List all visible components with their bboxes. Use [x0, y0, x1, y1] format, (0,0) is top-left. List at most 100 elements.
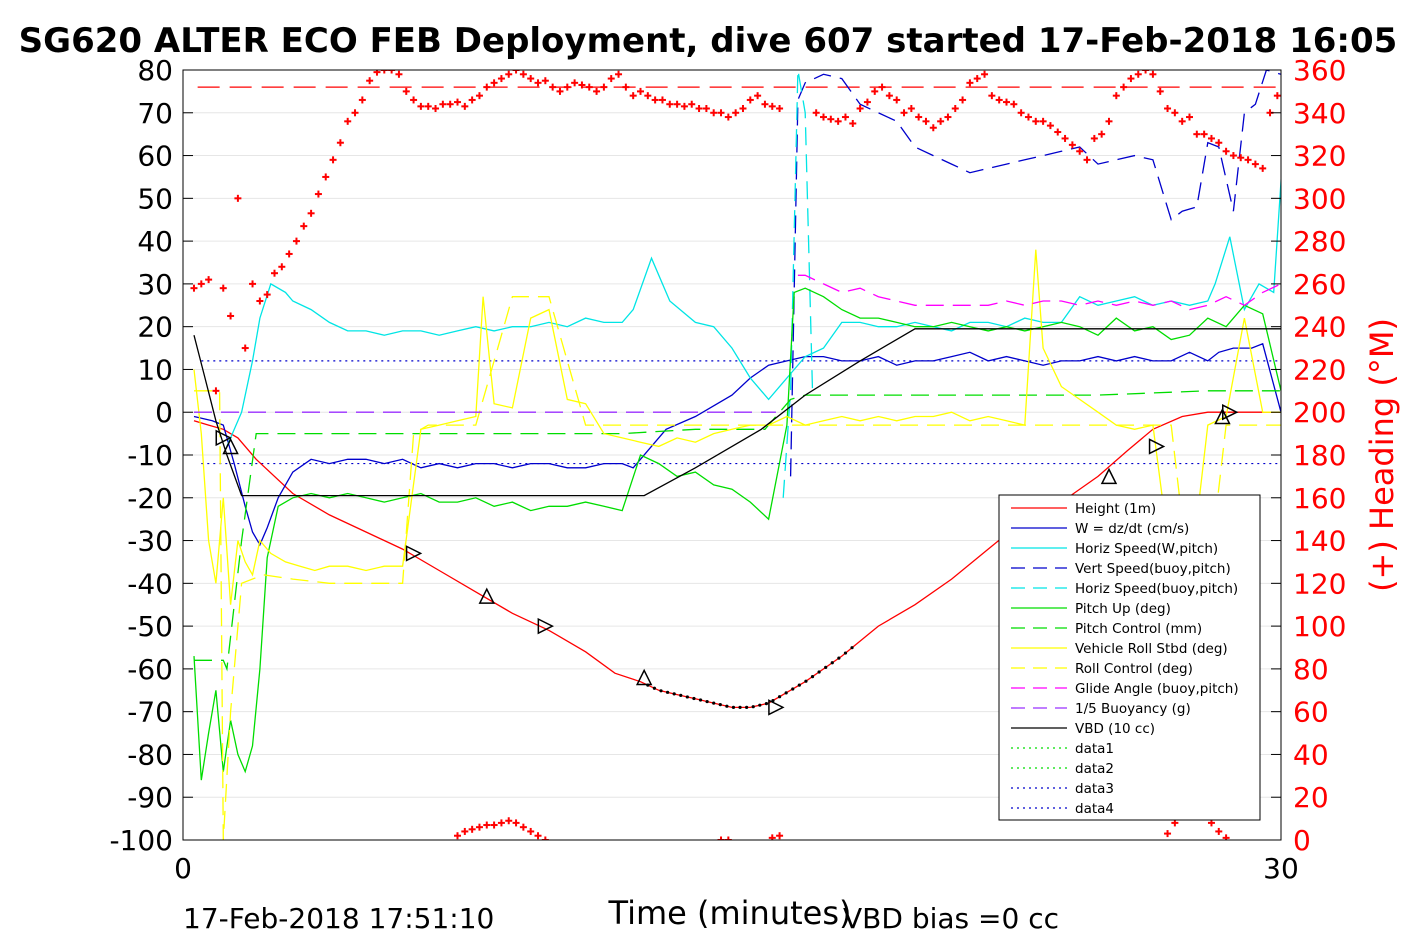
heading-point — [637, 87, 644, 95]
heading-point-low — [768, 834, 776, 840]
heading-point — [212, 387, 220, 395]
left-tick-label: 20 — [137, 311, 173, 344]
heading-point — [505, 70, 513, 78]
series-line-8 — [193, 249, 1281, 605]
heading-point — [490, 79, 498, 87]
heading-point — [739, 105, 747, 112]
triangle-marker — [1222, 404, 1239, 421]
height-sample-dot — [804, 679, 808, 683]
heading-point — [1156, 87, 1164, 95]
series-line-10 — [797, 274, 1281, 311]
heading-point — [314, 190, 322, 198]
heading-point — [1178, 117, 1186, 125]
left-tick-label: -70 — [127, 696, 173, 729]
heading-point — [292, 237, 300, 245]
heading-point — [607, 75, 615, 83]
heading-point — [959, 96, 967, 104]
heading-point-low — [1222, 834, 1230, 840]
right-tick-label: 0 — [1293, 824, 1311, 857]
heading-point — [1149, 70, 1157, 78]
left-axis: 80 70 60 50 40 30 20 10 0 -10 -20 -30 -40 -50 -60 -70 -8… — [109, 54, 193, 857]
heading-point — [1076, 147, 1084, 155]
legend: Height (1m) W = dz/dt (cm/s) Horiz Speed(W… — [998, 494, 1261, 821]
heading-point — [944, 113, 952, 121]
heading-point — [190, 284, 198, 292]
heading-point — [754, 92, 762, 100]
heading-point — [695, 105, 703, 112]
legend-label: Vehicle Roll Stbd (deg) — [1075, 641, 1228, 657]
heading-point — [285, 250, 293, 258]
heading-point — [600, 83, 608, 91]
heading-point — [263, 291, 271, 299]
height-sample-dot — [745, 705, 749, 709]
heading-point — [615, 70, 623, 78]
heading-point — [871, 87, 879, 95]
heading-point-low — [1171, 819, 1179, 827]
height-sample-dot — [705, 699, 709, 704]
heading-point — [424, 102, 432, 110]
heading-point — [1171, 109, 1179, 117]
heading-point — [410, 96, 418, 104]
legend-label: data4 — [1075, 801, 1114, 817]
triangle-marker — [768, 699, 785, 716]
triangle-marker — [405, 545, 423, 562]
legend-label: Pitch Control (mm) — [1075, 621, 1202, 637]
triangle-marker — [635, 668, 653, 686]
height-sample-dot — [817, 670, 821, 674]
left-tick-label: -40 — [127, 567, 173, 600]
heading-point-low — [519, 823, 527, 831]
heading-point — [395, 70, 403, 78]
heading-point — [1193, 130, 1201, 138]
heading-point — [549, 83, 557, 91]
heading-point — [893, 96, 901, 104]
heading-point — [768, 102, 776, 110]
heading-point — [937, 117, 945, 125]
height-sample-dot — [751, 705, 755, 709]
height-sample-dot — [824, 665, 828, 669]
legend-label: Horiz Speed(W,pitch) — [1075, 541, 1218, 557]
heading-point-low — [468, 825, 476, 833]
height-sample-dot — [758, 703, 762, 707]
heading-point — [556, 87, 564, 95]
heading-point — [885, 92, 893, 100]
legend-label: 1/5 Buoyancy (g) — [1075, 701, 1191, 717]
heading-point-low — [1215, 827, 1223, 835]
heading-point — [1215, 139, 1223, 147]
height-sample-dot — [672, 692, 676, 696]
heading-point — [849, 119, 857, 127]
heading-point — [271, 269, 278, 277]
series-layer — [190, 70, 1281, 840]
right-axis: 3603403203002802602402202001801601401201… — [1271, 54, 1346, 857]
x-tick-label: 30 — [1263, 852, 1299, 885]
triangle-marker — [215, 429, 232, 447]
heading-point — [468, 96, 476, 104]
series-line-5 — [782, 70, 814, 498]
heading-point-low — [490, 821, 498, 829]
triangle-marker — [537, 617, 555, 635]
left-tick-label: -100 — [109, 824, 173, 857]
heading-point — [929, 124, 937, 132]
heading-point — [1061, 134, 1069, 142]
footer-vbd-bias: VBD bias =0 cc — [843, 902, 1059, 935]
heading-point — [820, 113, 827, 121]
height-sample-dot — [652, 686, 657, 690]
heading-point — [322, 173, 330, 181]
heading-point — [519, 70, 527, 78]
heading-point — [966, 79, 974, 87]
left-tick-label: 80 — [137, 54, 173, 87]
heading-point — [578, 81, 586, 89]
heading-point — [995, 96, 1003, 104]
heading-point — [710, 109, 718, 117]
heading-point-low — [717, 836, 725, 840]
height-sample-dot — [791, 687, 795, 691]
height-sample-dot — [830, 661, 834, 665]
heading-point — [366, 77, 374, 85]
series-line-9 — [194, 296, 1281, 840]
heading-point — [197, 280, 205, 288]
heading-point — [439, 100, 447, 108]
heading-point — [227, 312, 235, 320]
legend-label: Roll Control (deg) — [1075, 661, 1193, 677]
x-axis: 0 30 — [174, 830, 1299, 885]
heading-point — [907, 105, 915, 112]
